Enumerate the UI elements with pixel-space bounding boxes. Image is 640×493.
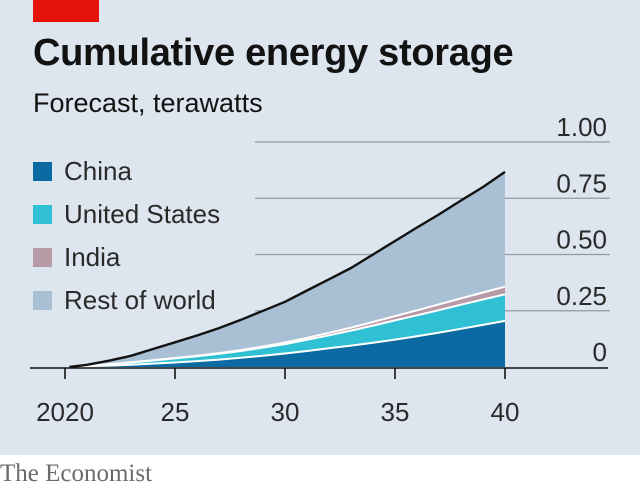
brand-tag: [33, 0, 99, 22]
chart-panel: [0, 0, 640, 455]
legend-swatch: [33, 291, 52, 310]
y-tick-label: 1.00: [556, 112, 607, 142]
legend-item-united-states: United States: [33, 193, 220, 236]
legend-label: Rest of world: [64, 285, 216, 315]
tick-labels: 0 0.25 0.50 0.75 1.00 2020 25 30 35 40: [36, 112, 607, 427]
legend-label: China: [64, 156, 132, 186]
x-tick-label: 35: [381, 397, 410, 427]
legend: China United States India Rest of world: [33, 150, 220, 322]
legend-label: India: [64, 242, 121, 272]
legend-item-china: China: [33, 150, 220, 193]
area-rest-of-world: [69, 171, 506, 367]
x-tick-label: 2020: [36, 397, 94, 427]
legend-label: United States: [64, 199, 221, 229]
legend-item-rest-of-world: Rest of world: [33, 279, 220, 322]
chart-title: Cumulative energy storage: [33, 32, 514, 74]
chart-subtitle: Forecast, terawatts: [33, 88, 263, 118]
source-credit: The Economist: [0, 460, 153, 487]
legend-swatch: [33, 205, 52, 224]
legend-item-india: India: [33, 236, 220, 279]
y-tick-label: 0.25: [556, 281, 607, 311]
chart-plot: 0 0.25 0.50 0.75 1.00 2020 25 30 35 40: [30, 112, 610, 427]
y-tick-label: 0.75: [556, 168, 607, 198]
total-line: [69, 170, 506, 369]
series-boundary-line: [69, 285, 506, 368]
series-boundary-line: [69, 319, 506, 368]
series-lines: [69, 170, 506, 369]
axes: [30, 367, 608, 379]
y-tick-label: 0: [593, 337, 607, 367]
legend-swatch: [33, 162, 52, 181]
y-tick-label: 0.50: [556, 225, 607, 255]
area-china: [69, 320, 506, 367]
x-tick-label: 25: [161, 397, 190, 427]
x-tick-label: 40: [491, 397, 520, 427]
x-tick-label: 30: [271, 397, 300, 427]
legend-swatch: [33, 248, 52, 267]
